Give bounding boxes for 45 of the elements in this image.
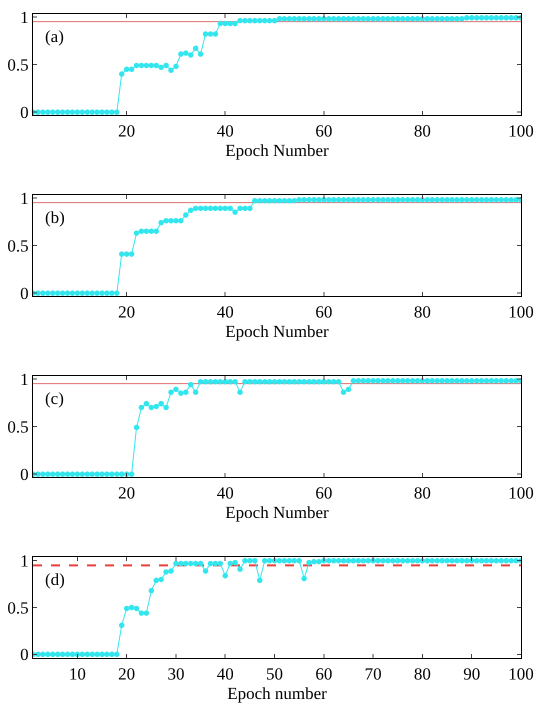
x-tick-label: 40 [216,483,234,502]
x-tick-label: 60 [315,664,332,684]
y-tick-label: 0 [20,645,29,664]
x-tick-label: 100 [508,483,534,502]
x-axis-title: Epoch Number [225,502,330,522]
x-axis-title: Epoch Number [225,322,330,341]
x-axis-title: Epoch number [227,684,328,703]
y-tick-label: 0 [20,465,29,484]
x-tick-label: 100 [508,121,534,140]
x-tick-label: 80 [414,302,431,322]
x-tick-label: 10 [68,664,86,684]
y-tick-label: 1 [20,188,29,208]
x-tick-label: 80 [414,121,431,140]
y-tick-label: 0.5 [7,55,29,74]
y-tick-label: 0 [20,103,29,122]
x-tick-label: 50 [266,664,284,684]
x-tick-label: 20 [118,483,136,502]
x-tick-label: 40 [216,121,234,140]
y-tick-label: 1 [20,8,29,27]
x-tick-label: 80 [414,483,431,502]
y-tick-label: 0 [20,284,29,304]
x-tick-label: 60 [315,121,332,140]
x-tick-label: 40 [216,664,234,684]
x-tick-label: 20 [118,302,136,322]
y-tick-label: 0.5 [7,236,29,256]
y-tick-label: 0.5 [7,417,29,436]
x-tick-label: 90 [463,664,480,684]
x-tick-label: 40 [216,302,234,322]
y-tick-label: 1 [20,370,29,389]
y-tick-label: 1 [20,552,29,571]
annotation: (d) [45,570,65,589]
x-tick-label: 80 [414,664,431,684]
x-tick-label: 20 [118,121,136,140]
annotation: (c) [45,389,64,408]
x-tick-label: 100 [508,302,534,322]
y-tick-label: 0.5 [7,598,29,618]
x-tick-label: 60 [315,483,332,502]
x-tick-label: 30 [167,664,184,684]
x-tick-label: 100 [508,664,534,684]
x-tick-label: 20 [118,664,136,684]
annotation: (b) [45,208,65,227]
x-tick-label: 60 [315,302,332,322]
annotation: (a) [45,27,64,46]
x-tick-label: 70 [364,664,382,684]
x-axis-title: Epoch Number [225,140,330,160]
